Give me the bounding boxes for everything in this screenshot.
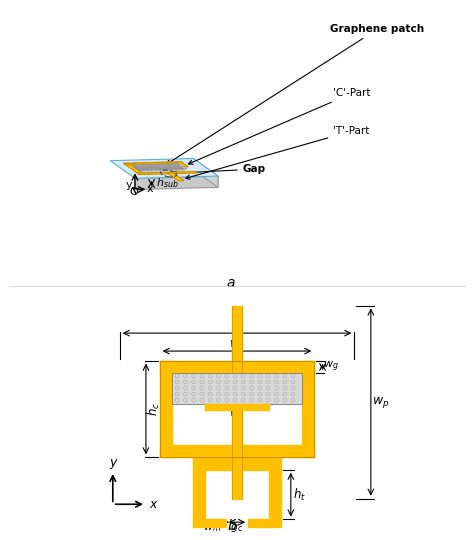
Text: x: x: [149, 498, 156, 511]
Polygon shape: [110, 158, 218, 178]
Text: O: O: [129, 187, 138, 198]
Text: y: y: [125, 180, 132, 190]
Polygon shape: [137, 171, 197, 174]
Text: $h_c$: $h_c$: [146, 402, 162, 416]
Text: $g_c$: $g_c$: [230, 522, 244, 534]
Text: $w_p$: $w_p$: [372, 395, 389, 410]
Text: $w_m$: $w_m$: [203, 522, 221, 534]
Polygon shape: [135, 176, 218, 190]
Polygon shape: [167, 173, 184, 181]
Text: Graphene patch: Graphene patch: [166, 24, 424, 164]
Text: a: a: [227, 276, 236, 290]
Polygon shape: [193, 158, 218, 187]
Text: $w_t$: $w_t$: [229, 408, 245, 421]
Polygon shape: [132, 162, 181, 165]
Text: $h_t$: $h_t$: [293, 487, 306, 503]
Polygon shape: [176, 162, 188, 167]
Text: 'T'-Part: 'T'-Part: [186, 126, 370, 179]
Text: b: b: [227, 519, 236, 534]
Polygon shape: [132, 164, 187, 170]
Text: $w_c$: $w_c$: [229, 339, 245, 352]
Text: 'C'-Part: 'C'-Part: [189, 89, 371, 164]
Text: z: z: [132, 163, 138, 173]
Polygon shape: [124, 163, 145, 174]
Text: $w_g$: $w_g$: [323, 360, 339, 374]
Bar: [172, 373, 302, 403]
Text: Gap: Gap: [173, 164, 266, 176]
Text: $l_p$: $l_p$: [232, 317, 242, 335]
Text: y: y: [109, 456, 117, 469]
Text: $h_{sub}$: $h_{sub}$: [156, 177, 179, 191]
Text: x: x: [146, 184, 153, 194]
Polygon shape: [124, 162, 183, 165]
